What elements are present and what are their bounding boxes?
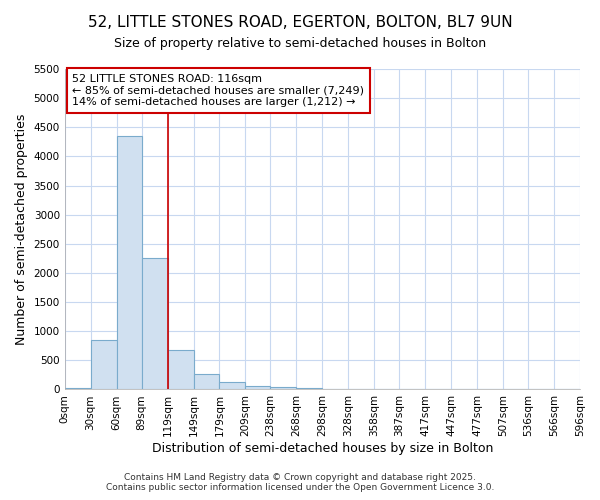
Text: Size of property relative to semi-detached houses in Bolton: Size of property relative to semi-detach… [114,38,486,51]
Text: Contains HM Land Registry data © Crown copyright and database right 2025.
Contai: Contains HM Land Registry data © Crown c… [106,473,494,492]
Bar [296,388,322,390]
Bar [167,350,193,390]
Y-axis label: Number of semi-detached properties: Number of semi-detached properties [15,114,28,345]
Text: 52, LITTLE STONES ROAD, EGERTON, BOLTON, BL7 9UN: 52, LITTLE STONES ROAD, EGERTON, BOLTON,… [88,15,512,30]
Bar [245,386,271,390]
Bar [65,388,91,390]
X-axis label: Distribution of semi-detached houses by size in Bolton: Distribution of semi-detached houses by … [152,442,493,455]
Bar [91,340,116,390]
Bar [142,258,167,390]
Text: 52 LITTLE STONES ROAD: 116sqm
← 85% of semi-detached houses are smaller (7,249)
: 52 LITTLE STONES ROAD: 116sqm ← 85% of s… [73,74,364,107]
Bar [220,382,245,390]
Bar [116,136,142,390]
Bar [271,386,296,390]
Bar [193,374,220,390]
